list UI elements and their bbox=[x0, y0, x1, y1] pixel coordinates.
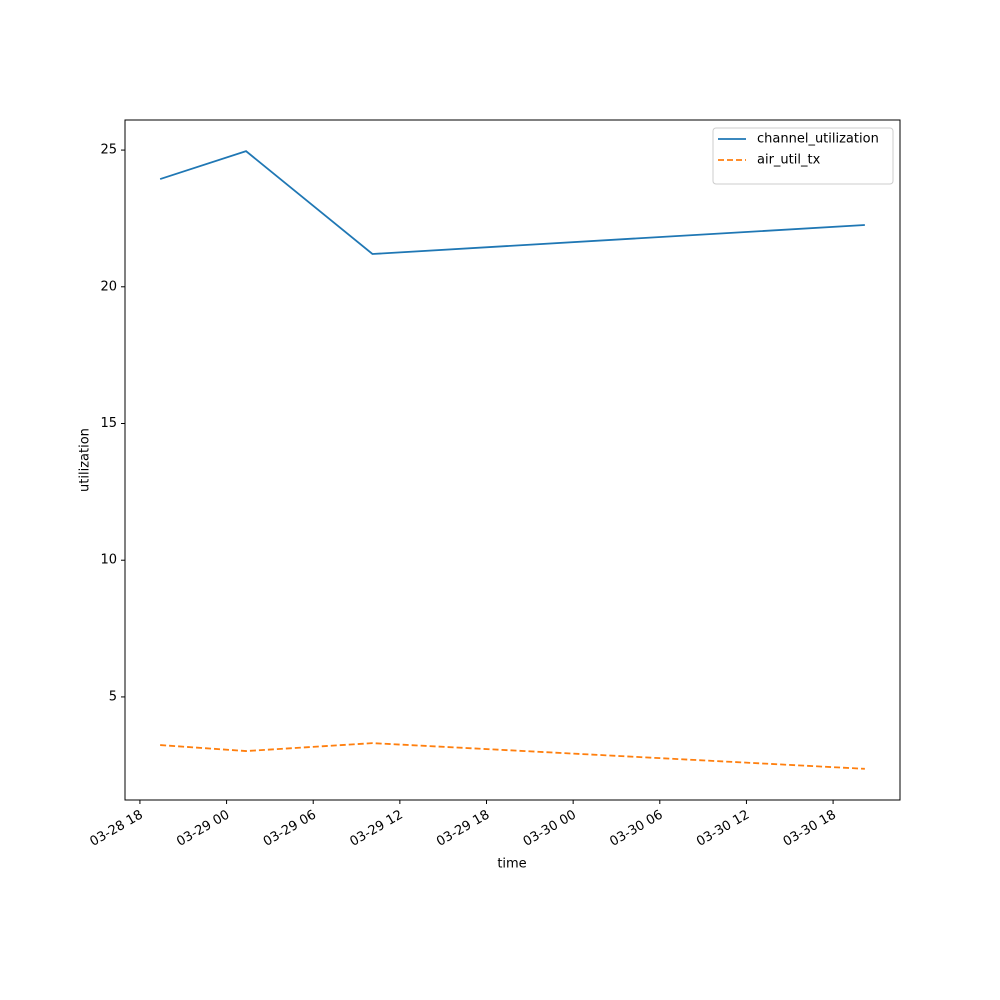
y-tick-label: 25 bbox=[100, 143, 117, 158]
x-axis-label: time bbox=[497, 857, 526, 872]
y-axis-label: utilization bbox=[78, 428, 93, 492]
y-tick-label: 10 bbox=[100, 553, 117, 568]
series-line bbox=[159, 150, 865, 255]
legend: channel_utilization air_util_tx bbox=[712, 127, 894, 185]
legend-label: channel_utilization bbox=[757, 132, 879, 147]
series-line bbox=[160, 742, 865, 770]
y-tick-label: 5 bbox=[109, 689, 117, 704]
legend-box bbox=[712, 127, 894, 185]
y-tick-label: 20 bbox=[100, 279, 117, 294]
legend-label: air_util_tx bbox=[757, 153, 821, 168]
plot-frame bbox=[124, 119, 901, 801]
y-tick-label: 15 bbox=[100, 416, 117, 431]
